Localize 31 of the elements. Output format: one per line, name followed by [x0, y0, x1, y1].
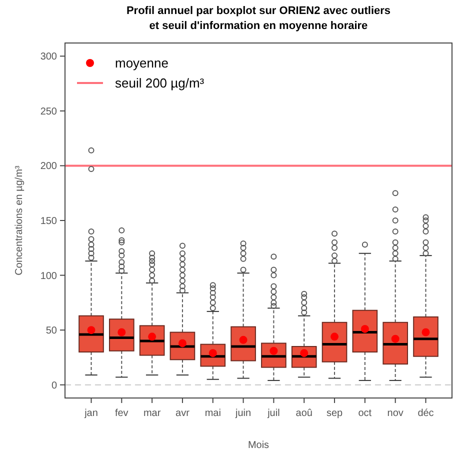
y-tick-label: 200 — [40, 161, 58, 172]
x-tick-label: oct — [358, 408, 372, 419]
y-tick-label: 0 — [51, 380, 58, 392]
point — [239, 336, 248, 344]
x-tick-label: juin — [234, 408, 252, 419]
x-tick-label: mar — [143, 408, 162, 419]
point — [360, 324, 369, 333]
legend-label: moyenne — [115, 56, 168, 71]
x-tick-label: nov — [387, 408, 404, 419]
x-tick-label: sep — [326, 408, 344, 419]
x-tick-label: fev — [114, 408, 128, 419]
point — [270, 346, 278, 355]
y-tick-label: 100 — [40, 270, 58, 282]
point — [422, 328, 430, 336]
chart-title: Profil annuel par boxplot sur ORIEN2 avec outliers et seuil d'information en moyenne horaire — [126, 5, 391, 32]
x-tick-label: déc — [418, 408, 434, 419]
y-tick-label: 150 — [40, 216, 58, 227]
legend-label: seuil 200 µg/m³ — [115, 76, 205, 91]
x-tick-label: mai — [204, 408, 221, 419]
x-tick-label: avr — [176, 408, 190, 419]
y-tick-label: 250 — [40, 106, 58, 118]
x-tick-label: juil — [266, 408, 280, 419]
point — [330, 332, 339, 341]
x-tick-label: jan — [84, 408, 98, 419]
x-axis-title: Mois — [248, 440, 270, 451]
y-tick-label: 50 — [46, 326, 58, 337]
y-tick-label: 300 — [40, 52, 58, 63]
y-axis-title: Concentrations en µg/m³ — [14, 164, 25, 276]
point — [87, 326, 96, 334]
x-tick-label: aoû — [296, 408, 312, 419]
point — [391, 334, 400, 343]
